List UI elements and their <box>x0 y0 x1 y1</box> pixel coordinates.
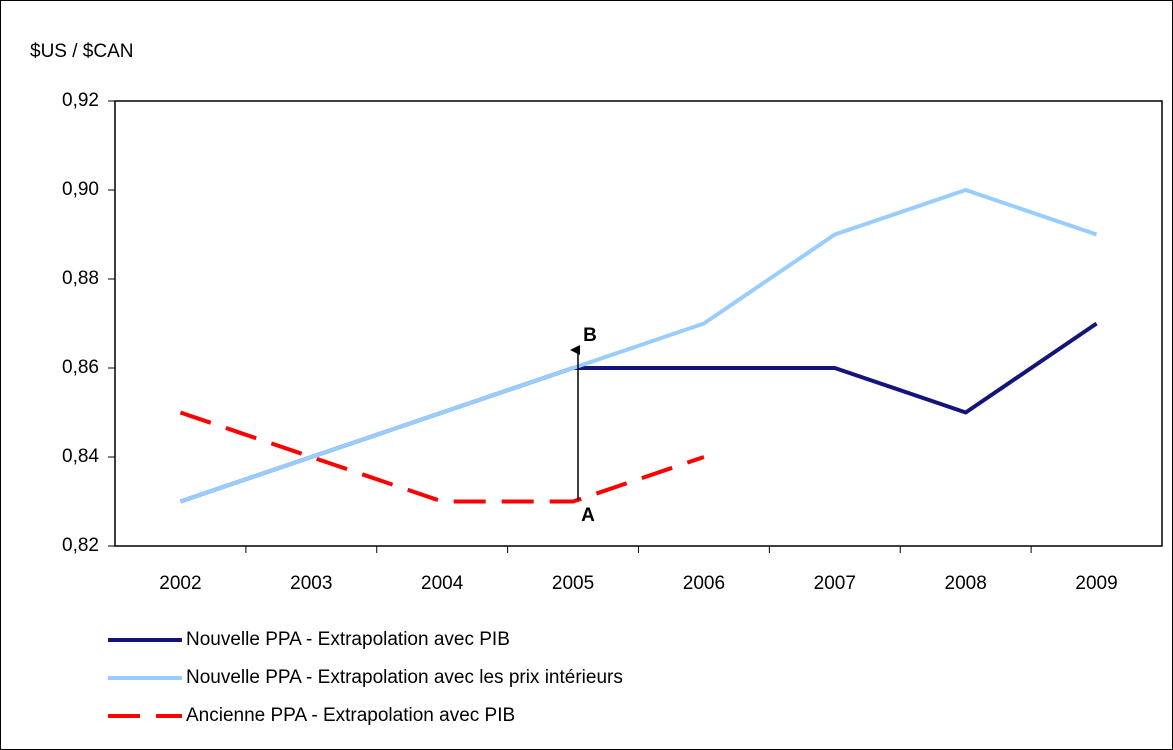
x-tick-label: 2005 <box>552 573 594 594</box>
y-tick-label: 0,88 <box>62 268 99 289</box>
x-tick-label: 2003 <box>290 573 332 594</box>
annotation: B <box>583 325 597 346</box>
x-tick-label: 2007 <box>814 573 856 594</box>
y-tick-label: 0,86 <box>62 357 99 378</box>
x-tick-label: 2004 <box>421 573 464 594</box>
series-line <box>179 188 1098 504</box>
legend-label: Ancienne PPA - Extrapolation avec PIB <box>186 705 515 726</box>
legend-label: Nouvelle PPA - Extrapolation avec les pr… <box>186 667 623 688</box>
x-tick-label: 2009 <box>1075 573 1117 594</box>
y-axis-label: $US / $CAN <box>30 41 133 62</box>
y-tick-label: 0,82 <box>62 535 99 556</box>
x-tick-label: 2002 <box>159 573 201 594</box>
y-tick-label: 0,90 <box>62 179 99 200</box>
y-tick-label: 0,84 <box>62 446 99 467</box>
x-tick-label: 2008 <box>945 573 987 594</box>
annotation: A <box>581 505 595 526</box>
series-line <box>179 410 705 504</box>
y-tick-label: 0,92 <box>62 90 99 111</box>
legend-label: Nouvelle PPA - Extrapolation avec PIB <box>186 629 510 650</box>
x-tick-label: 2006 <box>683 573 725 594</box>
